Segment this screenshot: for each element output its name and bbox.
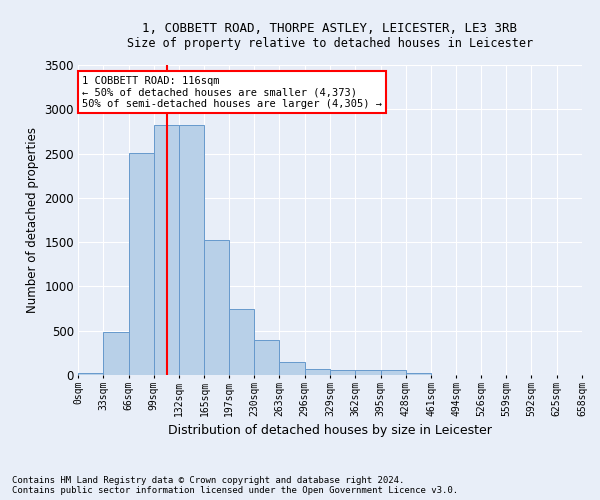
Bar: [78, 373, 103, 375]
Bar: [154, 125, 179, 375]
Bar: [280, 362, 305, 375]
Bar: [305, 369, 330, 375]
Text: 1, COBBETT ROAD, THORPE ASTLEY, LEICESTER, LE3 3RB: 1, COBBETT ROAD, THORPE ASTLEY, LEICESTE…: [143, 22, 517, 36]
Text: Contains HM Land Registry data © Crown copyright and database right 2024.: Contains HM Land Registry data © Crown c…: [12, 476, 404, 485]
X-axis label: Distribution of detached houses by size in Leicester: Distribution of detached houses by size …: [168, 424, 492, 437]
Bar: [103, 332, 128, 375]
Bar: [406, 373, 431, 375]
Bar: [128, 152, 154, 375]
Text: Size of property relative to detached houses in Leicester: Size of property relative to detached ho…: [127, 38, 533, 51]
Bar: [229, 308, 254, 375]
Bar: [205, 240, 229, 375]
Text: 1 COBBETT ROAD: 116sqm
← 50% of detached houses are smaller (4,373)
50% of semi-: 1 COBBETT ROAD: 116sqm ← 50% of detached…: [82, 76, 382, 109]
Text: Contains public sector information licensed under the Open Government Licence v3: Contains public sector information licen…: [12, 486, 458, 495]
Bar: [380, 370, 406, 375]
Bar: [179, 125, 205, 375]
Bar: [254, 340, 280, 375]
Y-axis label: Number of detached properties: Number of detached properties: [26, 127, 38, 313]
Bar: [330, 370, 355, 375]
Bar: [355, 370, 380, 375]
